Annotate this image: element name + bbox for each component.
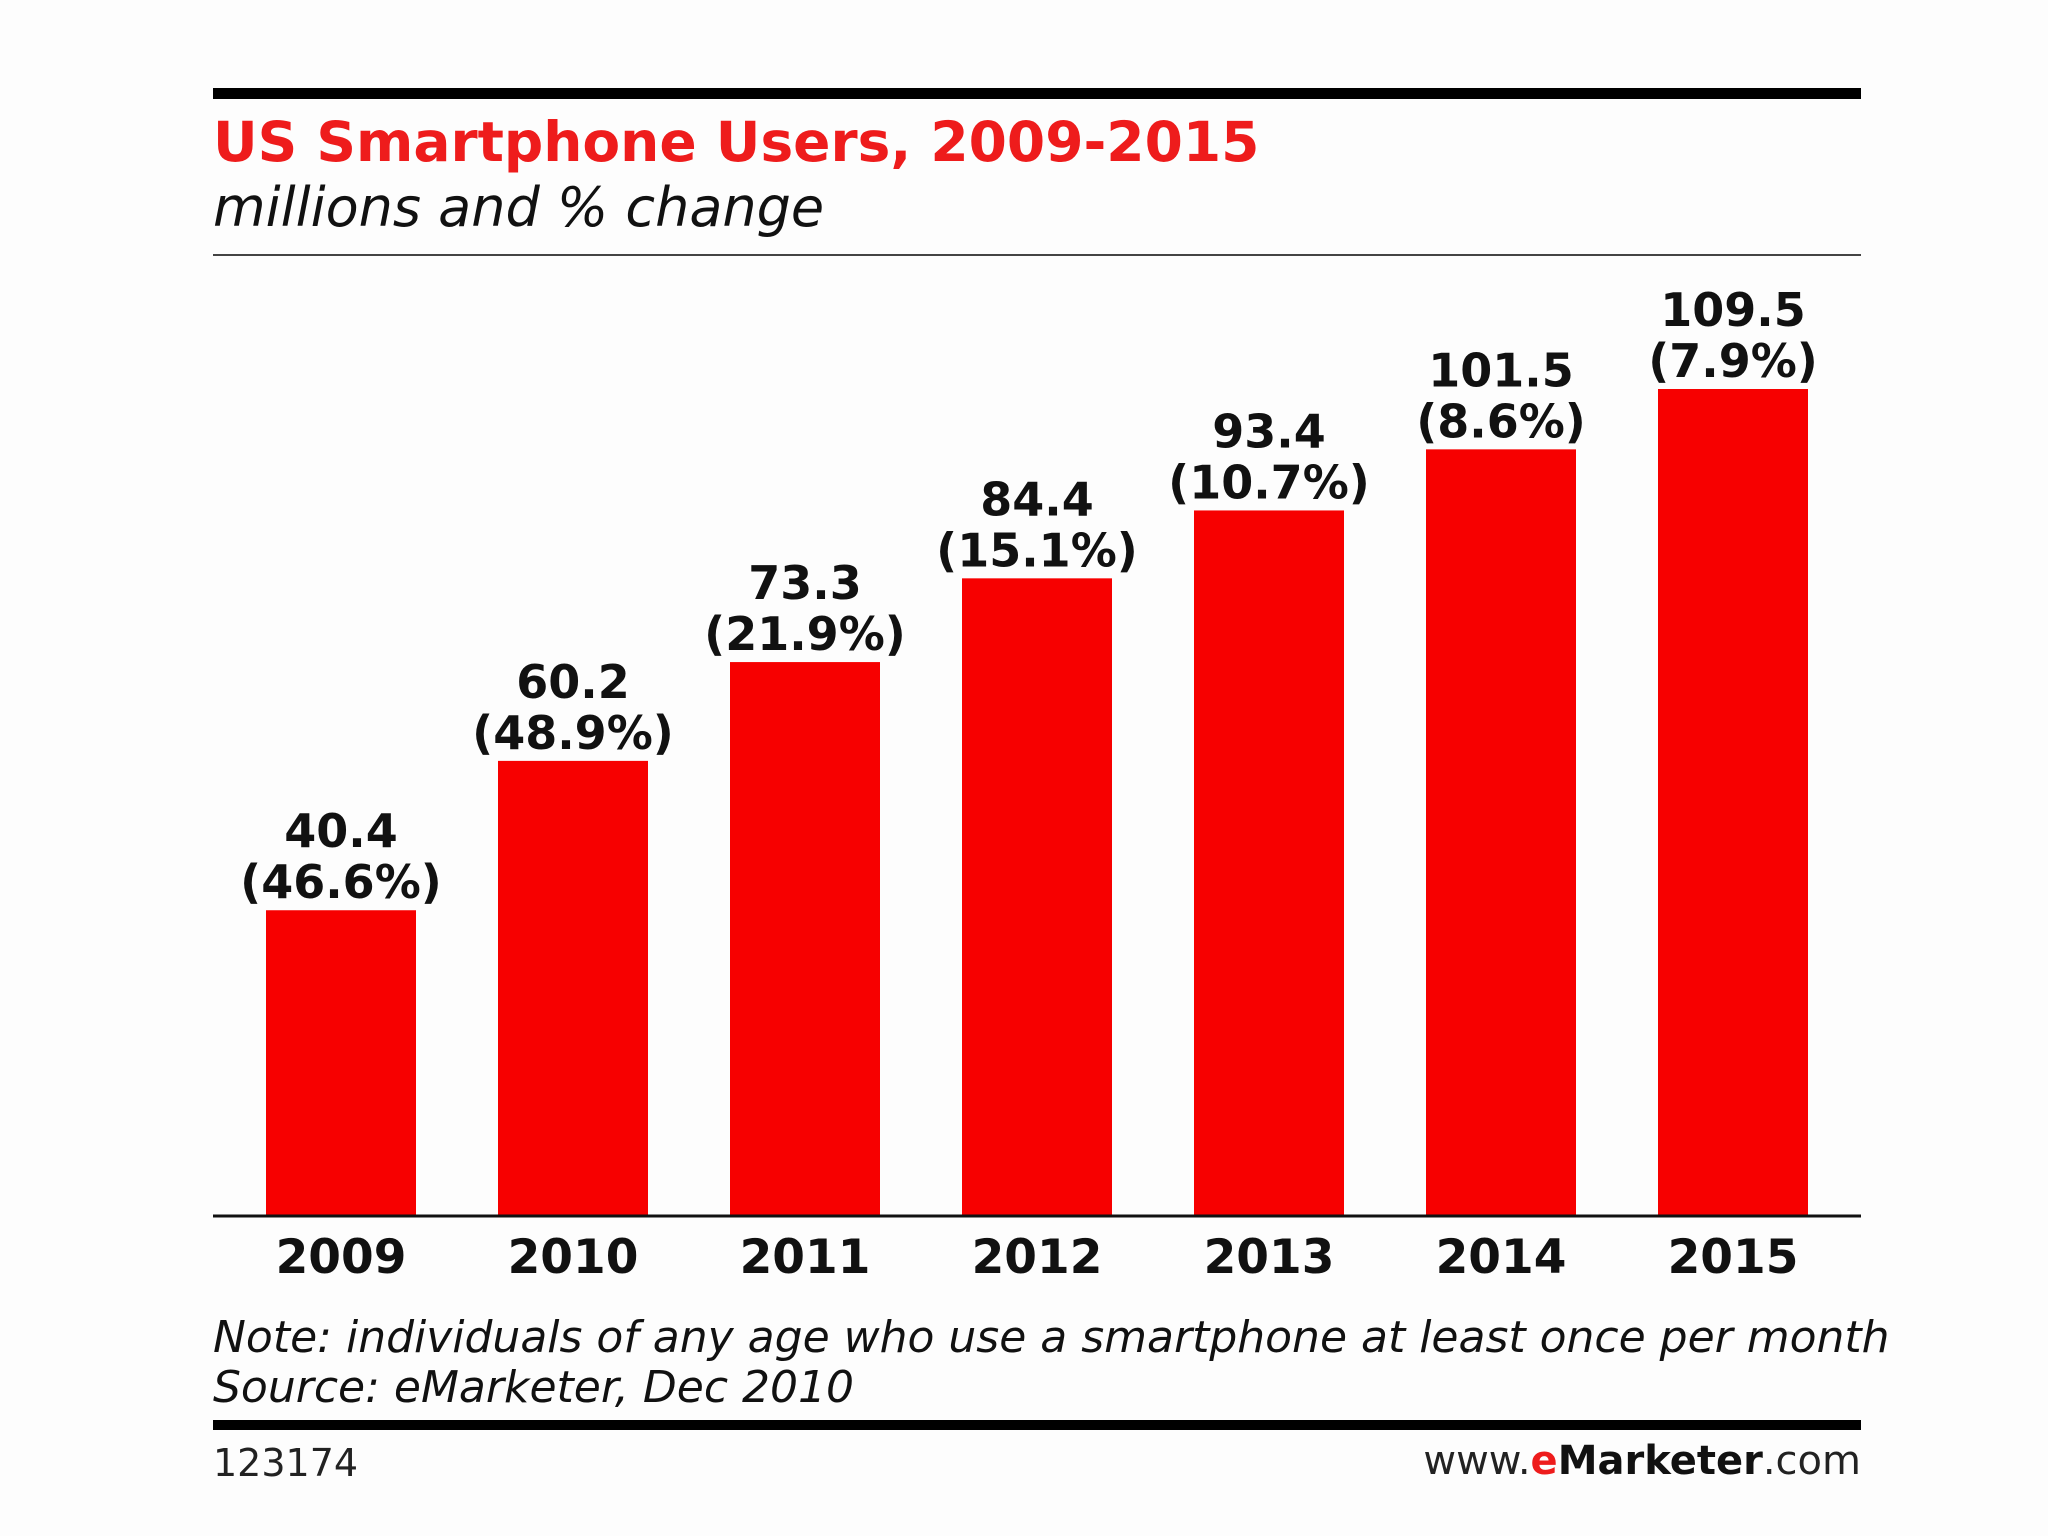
brand-e: e — [1530, 1438, 1558, 1484]
bar-change-label-2011: (21.9%) — [704, 607, 906, 661]
chart-note: Note: individuals of any age who use a s… — [213, 1312, 1890, 1363]
bars-group — [266, 389, 1808, 1216]
x-tick-2011: 2011 — [740, 1230, 871, 1285]
bar-value-label-2012: 84.4 — [980, 472, 1094, 526]
chart-id: 123174 — [213, 1441, 359, 1485]
bar-change-label-2010: (48.9%) — [472, 706, 674, 760]
bar-2013 — [1194, 510, 1344, 1216]
top-rule — [213, 88, 1861, 99]
header-rule — [213, 254, 1861, 256]
bar-2010 — [498, 760, 648, 1215]
bottom-rule — [213, 1420, 1861, 1430]
brand-prefix: www. — [1423, 1438, 1531, 1484]
bar-2012 — [962, 578, 1112, 1215]
x-tick-2014: 2014 — [1436, 1230, 1567, 1285]
chart-title: US Smartphone Users, 2009-2015 — [213, 110, 1260, 174]
bar-2011 — [730, 662, 880, 1215]
bar-value-label-2010: 60.2 — [516, 655, 630, 709]
bar-change-label-2009: (46.6%) — [240, 855, 442, 909]
x-tick-2015: 2015 — [1668, 1230, 1799, 1285]
chart-subtitle: millions and % change — [213, 176, 825, 239]
bar-value-label-2009: 40.4 — [284, 804, 398, 858]
bar-change-label-2015: (7.9%) — [1648, 334, 1818, 388]
bar-value-label-2011: 73.3 — [748, 556, 862, 610]
brand-suffix: .com — [1762, 1438, 1861, 1484]
brand-logo: www.eMarketer.com — [1423, 1436, 1861, 1486]
brand-name: Marketer — [1557, 1438, 1763, 1484]
chart-source: Source: eMarketer, Dec 2010 — [213, 1362, 854, 1413]
bar-value-label-2015: 109.5 — [1660, 283, 1806, 337]
x-axis-ticks: 2009 2010 2011 2012 2013 2014 2015 — [276, 1230, 1799, 1285]
bar-labels-group: 40.4(46.6%) 60.2(48.9%) 73.3(21.9%) 84.4(15… — [240, 283, 1818, 909]
bar-value-label-2013: 93.4 — [1212, 404, 1326, 458]
bar-value-label-2014: 101.5 — [1428, 343, 1574, 397]
bar-2009 — [266, 910, 416, 1215]
x-tick-2010: 2010 — [508, 1230, 639, 1285]
bar-2015 — [1658, 389, 1808, 1215]
x-tick-2013: 2013 — [1204, 1230, 1335, 1285]
bar-change-label-2013: (10.7%) — [1168, 455, 1370, 509]
x-tick-2012: 2012 — [972, 1230, 1103, 1285]
x-tick-2009: 2009 — [276, 1230, 407, 1285]
bar-change-label-2012: (15.1%) — [936, 523, 1138, 577]
bar-change-label-2014: (8.6%) — [1416, 394, 1586, 448]
bar-2014 — [1426, 449, 1576, 1215]
